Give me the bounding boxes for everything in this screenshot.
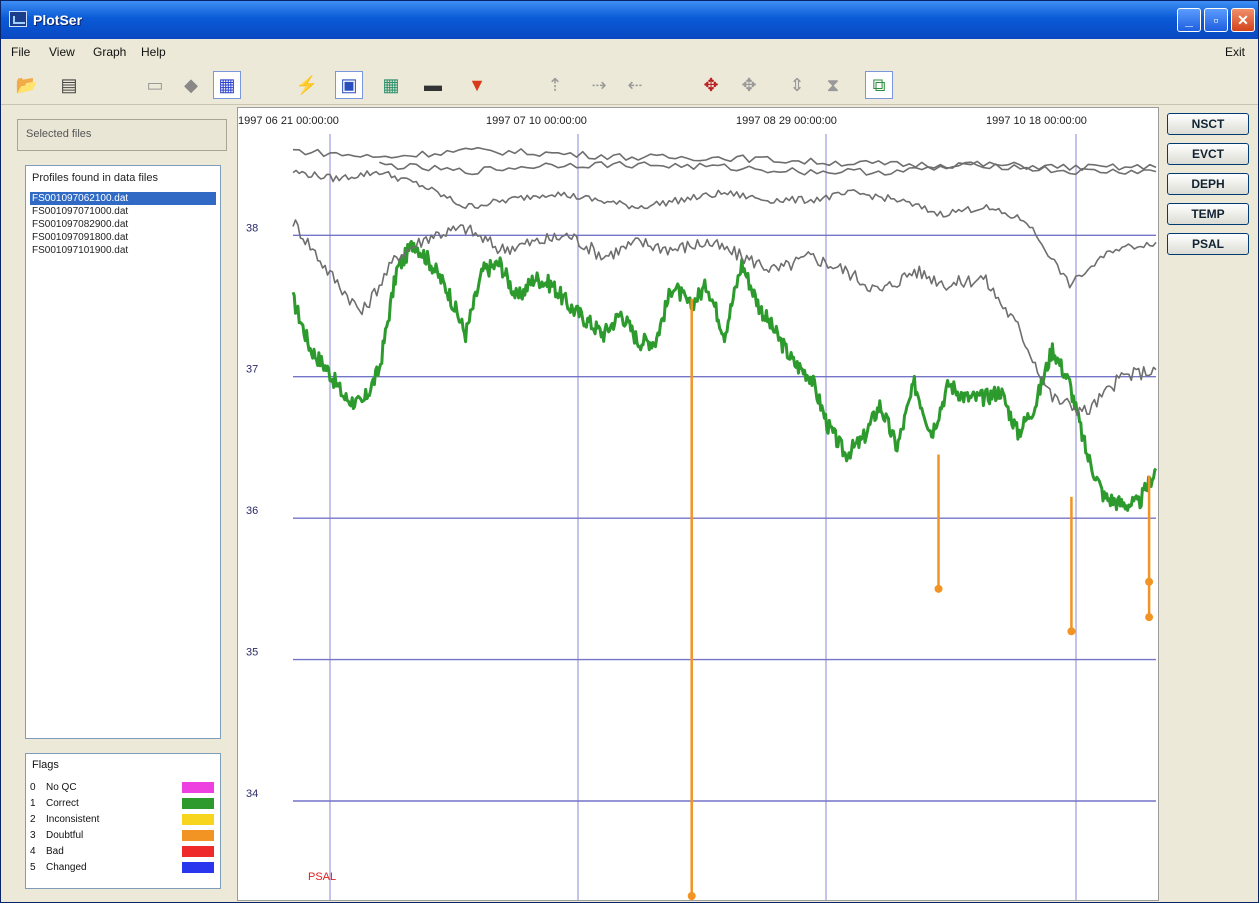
psal-button[interactable]: PSAL [1167,233,1249,255]
flag-color-swatch [182,798,214,809]
flagged-point [1145,613,1153,621]
x-tick-label: 1997 10 18 00:00:00 [986,115,1087,127]
maximize-button[interactable]: ▫ [1204,8,1228,32]
flags-title: Flags [32,759,59,771]
flag-name: Changed [46,860,87,875]
zoom-out-icon[interactable]: ✥ [735,71,763,99]
fit-view-icon[interactable]: ⧉ [865,71,893,99]
flagged-point [935,585,943,593]
evct-button[interactable]: EVCT [1167,143,1249,165]
flag-color-swatch [182,862,214,873]
flag-name: Bad [46,844,64,859]
menu-file[interactable]: File [11,45,30,59]
y-tick-label: 37 [246,364,258,376]
flag-row: 4 Bad [30,844,216,859]
flag-color-swatch [182,846,214,857]
scale-icon[interactable]: ▭ [141,71,169,99]
flag-row: 1 Correct [30,796,216,811]
table-view-icon[interactable]: ▦ [377,71,405,99]
expand-vertical-icon[interactable]: ⇕ [783,71,811,99]
x-tick-label: 1997 06 21 00:00:00 [238,115,339,127]
flag-row: 5 Changed [30,860,216,875]
menu-help[interactable]: Help [141,45,166,59]
document-icon[interactable]: ▤ [55,71,83,99]
diamond-marker-icon[interactable]: ◆ [177,71,205,99]
flag-name: No QC [46,780,77,795]
flag-name: Inconsistent [46,812,99,827]
x-tick-label: 1997 08 29 00:00:00 [736,115,837,127]
file-list-title: Profiles found in data files [32,172,158,184]
file-item[interactable]: FS001097082900.dat [30,218,216,231]
file-item[interactable]: FS001097091800.dat [30,231,216,244]
flag-name: Doubtful [46,828,83,843]
flag-code: 4 [30,844,36,859]
profile-icon[interactable]: ▬ [419,71,447,99]
flagged-point [1067,627,1075,635]
series-line [293,241,1156,510]
plot-area[interactable]: 38 37 36 35 34 1997 06 21 00:00:00 1997 07 10 … [237,107,1159,901]
chart-view-icon[interactable]: ▣ [335,71,363,99]
x-tick-label: 1997 07 10 00:00:00 [486,115,587,127]
left-panel: Selected files Profiles found in data fi… [7,107,233,901]
deph-button[interactable]: DEPH [1167,173,1249,195]
menu-view[interactable]: View [49,45,75,59]
file-item[interactable]: FS001097101900.dat [30,244,216,257]
menu-graph[interactable]: Graph [93,45,126,59]
zoom-in-icon[interactable]: ✥ [697,71,725,99]
y-tick-label: 34 [246,788,258,800]
flag-code: 1 [30,796,36,811]
flag-code: 5 [30,860,36,875]
title-bar: PlotSer _ ▫ ✕ [1,1,1258,39]
series-line [293,170,1156,287]
flag-row: 3 Doubtful [30,828,216,843]
open-folder-icon[interactable]: 📂 [13,71,41,99]
series-line [293,220,1156,415]
window-title: PlotSer [33,12,82,28]
file-item[interactable]: FS001097062100.dat [30,192,216,205]
salinity-chart[interactable]: 38 37 36 35 34 1997 06 21 00:00:00 1997 07 10 … [238,108,1158,900]
right-panel: NSCT EVCT DEPH TEMP PSAL [1161,107,1258,901]
file-list[interactable]: FS001097062100.dat FS001097071000.dat FS… [30,192,216,257]
y-tick-label: 38 [246,222,258,234]
flag-color-swatch [182,782,214,793]
flagged-point [688,892,696,900]
minimize-button[interactable]: _ [1177,8,1201,32]
grid-icon[interactable]: ▦ [213,71,241,99]
plot-line-icon[interactable]: ⚡ [293,71,321,99]
flag-row: 2 Inconsistent [30,812,216,827]
y-tick-label: 36 [246,505,258,517]
flag-code: 2 [30,812,36,827]
flag-color-swatch [182,814,214,825]
temp-button[interactable]: TEMP [1167,203,1249,225]
compress-vertical-icon[interactable]: ⧗ [819,71,847,99]
flag-code: 3 [30,828,36,843]
flag-name: Correct [46,796,79,811]
flag-row: 0 No QC [30,780,216,795]
y-tick-label: 35 [246,647,258,659]
menu-exit[interactable]: Exit [1225,45,1245,59]
flag-code: 0 [30,780,36,795]
close-button[interactable]: ✕ [1231,8,1255,32]
series-axis-label: PSAL [308,871,336,883]
app-icon [9,11,27,27]
color-icon[interactable]: ▼ [463,71,491,99]
file-item[interactable]: FS001097071000.dat [30,205,216,218]
flags-legend: Flags 0 No QC 1 Correct 2 Inconsistent 3… [25,753,221,889]
file-list-box: Profiles found in data files FS001097062… [25,165,221,739]
selected-files-header: Selected files [17,119,227,151]
nsct-button[interactable]: NSCT [1167,113,1249,135]
toolbar: 📂 ▤ ▭ ◆ ▦ ⚡ ▣ ▦ ▬ ▼ ⇡ ⇢ ⇠ ✥ ✥ ⇕ ⧗ ⧉ [1,65,1258,105]
move-up-icon[interactable]: ⇡ [541,71,569,99]
move-left-icon[interactable]: ⇠ [621,71,649,99]
flag-color-swatch [182,830,214,841]
move-right-icon[interactable]: ⇢ [585,71,613,99]
menu-bar: File View Graph Help Exit [1,39,1258,65]
